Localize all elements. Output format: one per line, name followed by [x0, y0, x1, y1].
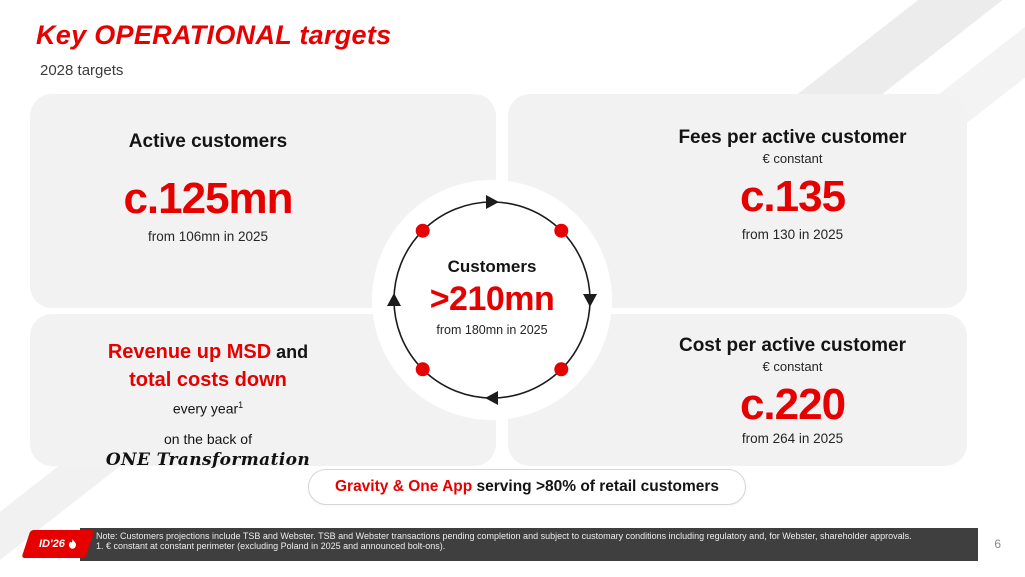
revenue-headline-black: and: [271, 342, 309, 362]
metric-baseline: from 264 in 2025: [741, 431, 844, 446]
id26-badge-label: ID'26: [39, 538, 65, 550]
one-transformation-label: ONE Transformation: [105, 449, 311, 470]
revenue-headline-red: Revenue up MSD: [107, 341, 272, 363]
metric-value: c.220: [739, 380, 846, 429]
metric-value: c.135: [739, 172, 846, 221]
metric-value: c.125mn: [123, 174, 293, 223]
id26-badge-inner: ID'26: [39, 538, 77, 550]
gravity-one-app-banner: Gravity & One App serving >80% of retail…: [307, 469, 747, 505]
panel-title: Fees per active customer: [678, 127, 907, 148]
metric-baseline: from 106mn in 2025: [147, 229, 269, 244]
panel-title: Cost per active customer: [678, 335, 907, 356]
revenue-subline-1: every year1: [50, 396, 366, 418]
cycle-arrows-icon: [387, 195, 597, 405]
slide-subtitle: 2028 targets: [40, 62, 124, 79]
revenue-headline-line1: Revenue up MSD and: [50, 338, 366, 366]
metric-unit: € constant: [762, 151, 823, 166]
customers-cycle-circle: Customers >210mn from 180mn in 2025: [372, 180, 612, 420]
flame-icon: [68, 538, 76, 549]
slide-title: Key OPERATIONAL targets: [36, 20, 392, 50]
metric-baseline: from 130 in 2025: [741, 227, 844, 242]
banner-highlight: Gravity & One App: [334, 478, 473, 495]
footer-note: Note: Customers projections include TSB …: [96, 531, 912, 541]
revenue-subline-text: every year: [172, 400, 239, 417]
id26-badge: ID'26: [21, 530, 95, 558]
footer-footnote: 1. € constant at constant perimeter (exc…: [96, 541, 446, 552]
center-label: Customers: [447, 257, 537, 276]
page-number: 6: [994, 537, 1001, 551]
revenue-headline-line2: total costs down: [129, 369, 287, 391]
footer-notes-bar: Note: Customers projections include TSB …: [80, 528, 978, 561]
panel-active-customers: Active customers c.125mn from 106mn in 2…: [30, 94, 496, 308]
panel-title: Active customers: [128, 131, 288, 152]
metric-unit: € constant: [762, 359, 823, 374]
footnote-marker: 1: [238, 400, 244, 410]
center-baseline: from 180mn in 2025: [436, 323, 548, 337]
banner-text: serving >80% of retail customers: [472, 478, 720, 495]
center-value: >210mn: [429, 280, 555, 318]
revenue-subline-2: on the back of: [164, 430, 252, 447]
